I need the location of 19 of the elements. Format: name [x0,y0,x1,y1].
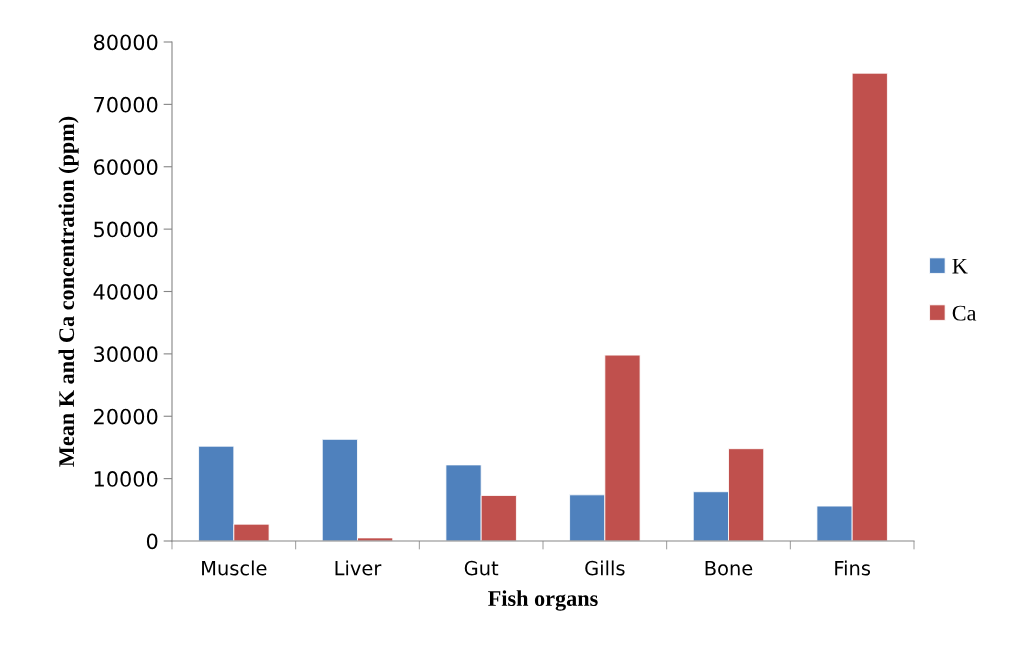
x-axis-title: Fish organs [488,590,598,611]
legend-label: K [952,258,968,274]
y-tick-label: 10000 [94,471,158,487]
x-tick-label: Muscle [202,560,267,576]
x-tick-label: Fins [835,560,871,576]
x-tick-label: Gills [585,560,625,576]
y-tick-label: 0 [146,533,158,550]
y-tick-label: 30000 [94,346,158,363]
y-tick-label: 20000 [94,408,158,425]
legend-label: Ca [952,305,977,321]
y-tick-label: 50000 [94,221,158,238]
y-tick-label: 40000 [93,283,158,300]
y-tick-label: 60000 [93,159,158,175]
x-tick-label: Gut [464,560,499,576]
x-tick-label: Liver [335,560,382,576]
y-tick-label: 80000 [93,34,158,51]
y-tick-label: 70000 [94,96,158,113]
x-tick-label: Bone [705,561,753,576]
y-axis-title: Mean K and Ca concentration (ppm) [58,116,79,467]
